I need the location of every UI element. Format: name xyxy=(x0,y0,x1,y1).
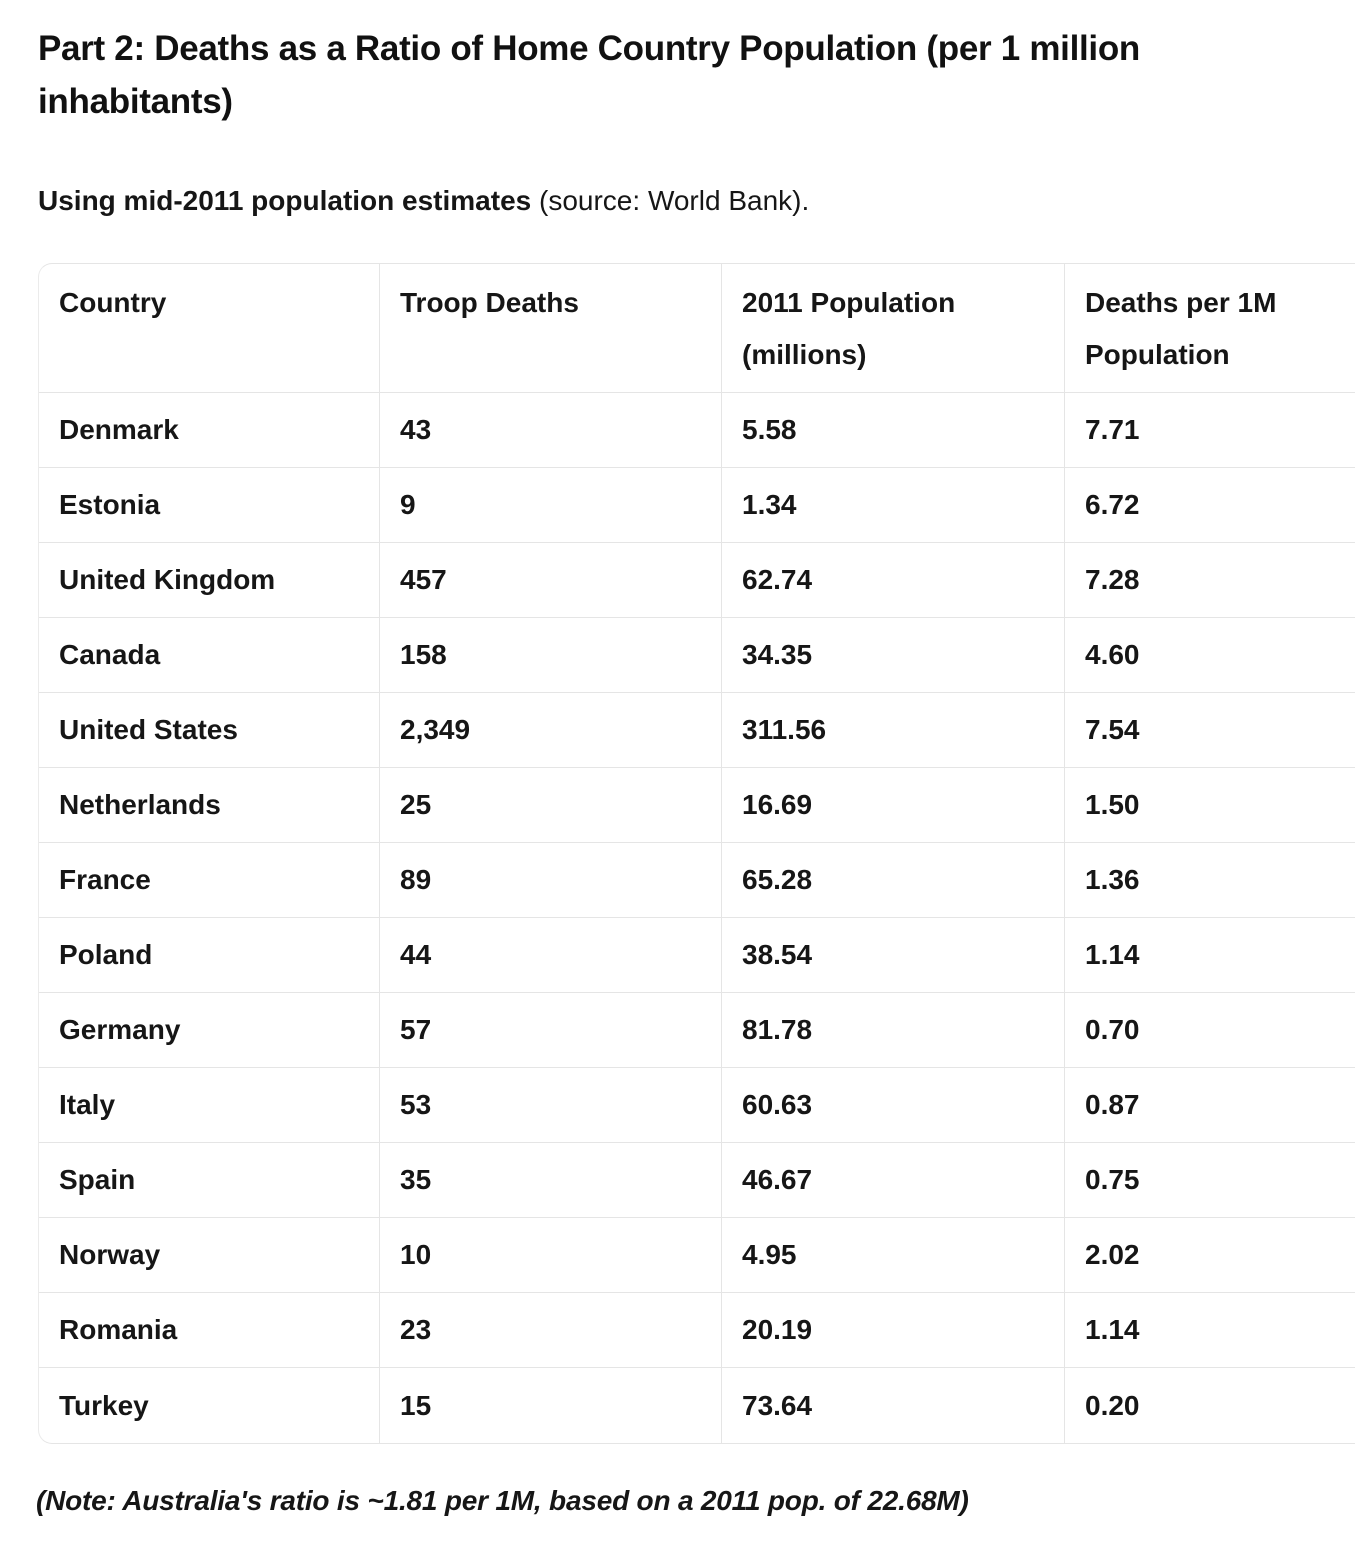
table-row: Estonia 9 1.34 6.72 xyxy=(39,468,1355,543)
country-cell: Poland xyxy=(39,918,379,993)
value-cell: 34.35 xyxy=(721,618,1064,693)
value-cell: 1.36 xyxy=(1064,843,1355,918)
column-header: Deaths per 1M Population xyxy=(1064,264,1355,393)
country-cell: France xyxy=(39,843,379,918)
table-row: France 89 65.28 1.36 xyxy=(39,843,1355,918)
table-header: Country Troop Deaths 2011 Population (mill… xyxy=(39,264,1355,393)
table-row: Denmark 43 5.58 7.71 xyxy=(39,393,1355,468)
australia-note: (Note: Australia's ratio is ~1.81 per 1M… xyxy=(36,1485,969,1516)
table-row: United States 2,349 311.56 7.54 xyxy=(39,693,1355,768)
value-cell: 25 xyxy=(379,768,721,843)
value-cell: 38.54 xyxy=(721,918,1064,993)
value-cell: 73.64 xyxy=(721,1368,1064,1443)
value-cell: 20.19 xyxy=(721,1293,1064,1368)
value-cell: 15 xyxy=(379,1368,721,1443)
value-cell: 60.63 xyxy=(721,1068,1064,1143)
country-cell: United Kingdom xyxy=(39,543,379,618)
value-cell: 457 xyxy=(379,543,721,618)
country-cell: Denmark xyxy=(39,393,379,468)
value-cell: 0.87 xyxy=(1064,1068,1355,1143)
value-cell: 7.28 xyxy=(1064,543,1355,618)
country-cell: Italy xyxy=(39,1068,379,1143)
subtitle-emphasis: Using mid-2011 population estimates xyxy=(38,185,532,216)
table-row: Italy 53 60.63 0.87 xyxy=(39,1068,1355,1143)
table-row: Germany 57 81.78 0.70 xyxy=(39,993,1355,1068)
table-row: Romania 23 20.19 1.14 xyxy=(39,1293,1355,1368)
column-header: 2011 Population (millions) xyxy=(721,264,1064,393)
table-row: Canada 158 34.35 4.60 xyxy=(39,618,1355,693)
value-cell: 89 xyxy=(379,843,721,918)
page-title: Part 2: Deaths as a Ratio of Home Countr… xyxy=(38,29,1141,121)
country-cell: Estonia xyxy=(39,468,379,543)
country-cell: Germany xyxy=(39,993,379,1068)
value-cell: 43 xyxy=(379,393,721,468)
value-cell: 311.56 xyxy=(721,693,1064,768)
value-cell: 0.20 xyxy=(1064,1368,1355,1443)
column-header: Country xyxy=(39,264,379,393)
value-cell: 65.28 xyxy=(721,843,1064,918)
value-cell: 4.60 xyxy=(1064,618,1355,693)
value-cell: 46.67 xyxy=(721,1143,1064,1218)
table-body: Denmark 43 5.58 7.71 Estonia 9 1.34 6.72 United … xyxy=(39,393,1355,1443)
table-row: Norway 10 4.95 2.02 xyxy=(39,1218,1355,1293)
value-cell: 5.58 xyxy=(721,393,1064,468)
value-cell: 1.14 xyxy=(1064,918,1355,993)
table-header-row: Country Troop Deaths 2011 Population (mill… xyxy=(39,264,1355,393)
value-cell: 23 xyxy=(379,1293,721,1368)
value-cell: 6.72 xyxy=(1064,468,1355,543)
country-cell: Romania xyxy=(39,1293,379,1368)
deaths-ratio-table: Country Troop Deaths 2011 Population (mill… xyxy=(38,263,1355,1444)
value-cell: 62.74 xyxy=(721,543,1064,618)
value-cell: 57 xyxy=(379,993,721,1068)
value-cell: 35 xyxy=(379,1143,721,1218)
table-row: United Kingdom 457 62.74 7.28 xyxy=(39,543,1355,618)
country-cell: Netherlands xyxy=(39,768,379,843)
value-cell: 1.50 xyxy=(1064,768,1355,843)
country-cell: Turkey xyxy=(59,1389,149,1421)
value-cell: 1.34 xyxy=(721,468,1064,543)
value-cell: 2.02 xyxy=(1064,1218,1355,1293)
table-row: Poland 44 38.54 1.14 xyxy=(39,918,1355,993)
value-cell: 44 xyxy=(379,918,721,993)
value-cell: 2,349 xyxy=(379,693,721,768)
value-cell: 1.14 xyxy=(1064,1293,1355,1368)
value-cell: 53 xyxy=(379,1068,721,1143)
country-cell: United States xyxy=(39,693,379,768)
value-cell: 158 xyxy=(379,618,721,693)
table-row: Turkey 15 73.64 0.20 xyxy=(39,1368,1355,1443)
value-cell: 9 xyxy=(379,468,721,543)
country-cell: Canada xyxy=(39,618,379,693)
subtitle: Using mid-2011 population estimates (sou… xyxy=(38,186,1355,216)
table-row: Netherlands 25 16.69 1.50 xyxy=(39,768,1355,843)
subtitle-source: (source: World Bank). xyxy=(531,185,810,216)
value-cell: 4.95 xyxy=(721,1218,1064,1293)
value-cell: 0.70 xyxy=(1064,993,1355,1068)
country-cell: Spain xyxy=(39,1143,379,1218)
value-cell: 7.71 xyxy=(1064,393,1355,468)
value-cell: 7.54 xyxy=(1064,693,1355,768)
column-header: Troop Deaths xyxy=(379,264,721,393)
value-cell: 0.75 xyxy=(1064,1143,1355,1218)
value-cell: 10 xyxy=(379,1218,721,1293)
country-cell: Norway xyxy=(39,1218,379,1293)
value-cell: 81.78 xyxy=(721,993,1064,1068)
table-row: Spain 35 46.67 0.75 xyxy=(39,1143,1355,1218)
value-cell: 16.69 xyxy=(721,768,1064,843)
